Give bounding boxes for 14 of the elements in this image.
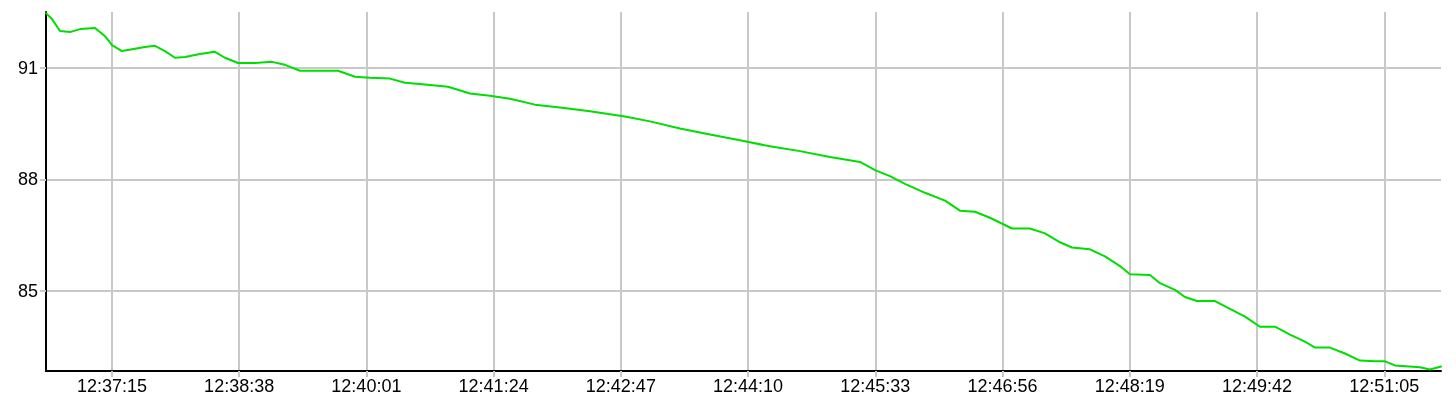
y-tick-label: 88 <box>17 169 38 190</box>
x-tick-label: 12:46:56 <box>967 376 1038 396</box>
y-tick-label: 85 <box>17 281 38 302</box>
x-tick-label: 12:45:33 <box>840 376 911 396</box>
x-tick-label: 12:49:42 <box>1221 376 1293 396</box>
x-tick-label: 12:42:47 <box>585 376 656 396</box>
x-tick-label: 12:40:01 <box>331 376 402 396</box>
x-tick-label: 12:44:10 <box>713 376 784 396</box>
x-tick-label: 12:38:38 <box>204 376 275 396</box>
x-tick-label: 12:41:24 <box>458 376 529 396</box>
x-tick-label: 12:37:15 <box>76 376 147 396</box>
y-tick-label: 91 <box>17 57 38 78</box>
x-tick-label: 12:51:05 <box>1349 376 1420 396</box>
x-tick-label: 12:48:19 <box>1094 376 1165 396</box>
